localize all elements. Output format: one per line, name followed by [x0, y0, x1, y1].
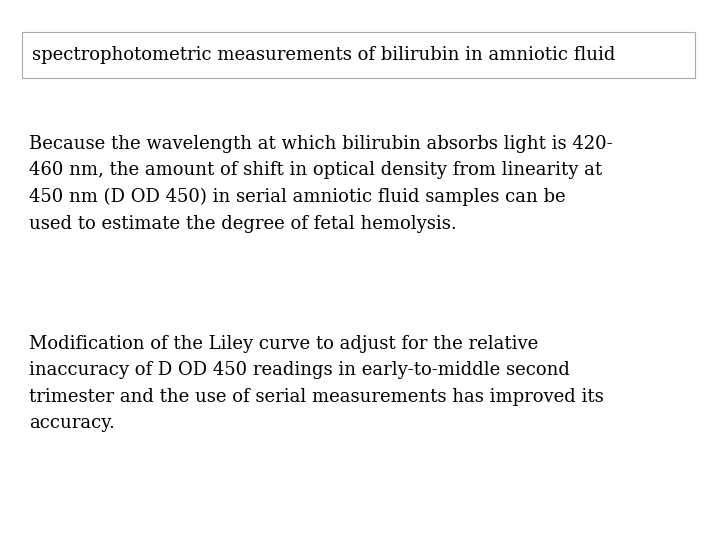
- Text: spectrophotometric measurements of bilirubin in amniotic fluid: spectrophotometric measurements of bilir…: [32, 46, 616, 64]
- Text: Because the wavelength at which bilirubin absorbs light is 420-
460 nm, the amou: Because the wavelength at which bilirubi…: [29, 135, 613, 233]
- FancyBboxPatch shape: [22, 32, 695, 78]
- Text: Modification of the Liley curve to adjust for the relative
inaccuracy of D OD 45: Modification of the Liley curve to adjus…: [29, 335, 603, 432]
